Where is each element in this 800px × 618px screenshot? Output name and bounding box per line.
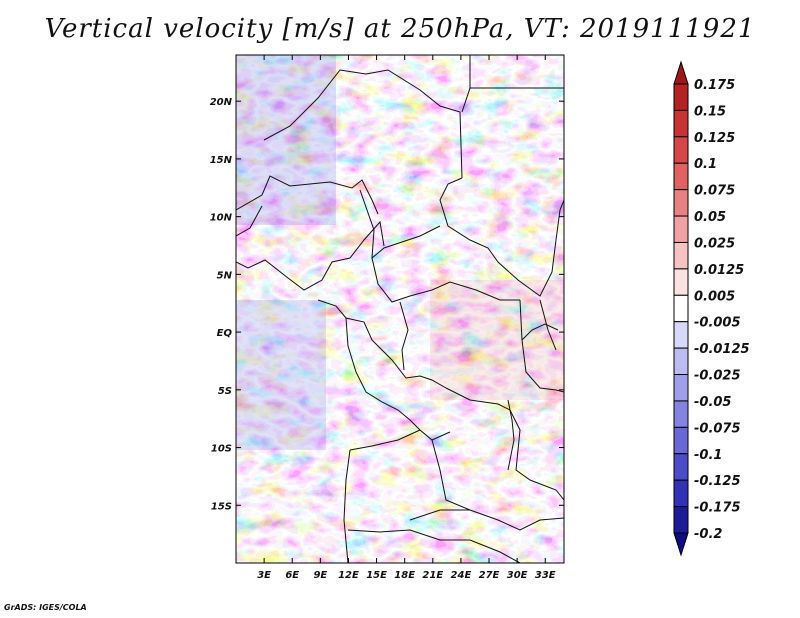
colorbar-segment xyxy=(673,374,689,402)
lon-tick-label: 27E xyxy=(479,570,500,581)
lat-tick-label: 10S xyxy=(211,444,232,455)
lon-tick-label: 3E xyxy=(257,570,271,581)
lat-tick-label: 15S xyxy=(211,501,232,512)
latitude-axis: 20N 15N 10N 5N EQ 5S 10S 15S xyxy=(210,97,564,512)
colorbar-label: -0.175 xyxy=(694,501,741,516)
colorbar-segment xyxy=(673,400,689,428)
lon-tick-label: 12E xyxy=(338,570,359,581)
lat-tick-label: EQ xyxy=(217,328,233,339)
colorbar-segment xyxy=(673,321,689,349)
colorbar-label: -0.2 xyxy=(694,527,722,542)
colorbar-top-arrow xyxy=(673,60,689,85)
colorbar-segment xyxy=(673,268,689,296)
colorbar-segment xyxy=(673,189,689,217)
colorbar-label: 0.075 xyxy=(694,184,735,199)
lon-tick-label: 24E xyxy=(451,570,472,581)
colorbar-label: -0.1 xyxy=(694,448,722,463)
colorbar-segment xyxy=(673,479,689,508)
colorbar-segment xyxy=(673,453,689,481)
lat-tick-label: 20N xyxy=(210,97,233,108)
colorbar-segment xyxy=(673,294,689,323)
colorbar-label: 0.15 xyxy=(694,104,726,119)
colorbar-label: -0.075 xyxy=(694,421,741,436)
colorbar-label: 0.175 xyxy=(694,78,735,93)
colorbar-label: 0.125 xyxy=(694,131,735,146)
colorbar-segment xyxy=(673,83,689,111)
colorbar-label: 0.025 xyxy=(694,236,735,251)
colorbar-segment xyxy=(673,162,689,191)
colorbar-segment xyxy=(673,215,689,243)
colorbar-label: 0.005 xyxy=(694,289,735,304)
colorbar-segment xyxy=(673,426,689,455)
lon-tick-label: 15E xyxy=(366,570,387,581)
colorbar-label: 0.05 xyxy=(694,210,726,225)
colorbar-label: -0.005 xyxy=(694,316,741,331)
lat-tick-label: 5S xyxy=(218,386,232,397)
lon-tick-label: 18E xyxy=(394,570,415,581)
colorbar-label: -0.125 xyxy=(694,474,741,489)
colorbar-label: 0.0125 xyxy=(694,263,744,278)
colorbar-segment xyxy=(673,506,689,534)
colorbar-bottom-arrow xyxy=(673,532,689,557)
lon-tick-label: 6E xyxy=(285,570,299,581)
map-frame xyxy=(235,54,565,564)
lat-tick-label: 10N xyxy=(210,213,233,224)
colorbar-label: -0.025 xyxy=(694,369,741,384)
colorbar-segment xyxy=(673,136,689,164)
colorbar: 0.175 0.15 0.125 0.1 0.075 0.05 0.025 0.0125 0.0… xyxy=(673,60,750,557)
plot-title: Vertical velocity [m/s] at 250hPa, VT: 2… xyxy=(44,14,756,44)
country-borders xyxy=(236,55,564,563)
velocity-field xyxy=(236,55,564,563)
colorbar-segment xyxy=(673,109,689,138)
colorbar-label: -0.05 xyxy=(694,395,731,410)
grads-credit: GrADS: IGES/COLA xyxy=(4,603,87,612)
lat-tick-label: 5N xyxy=(217,270,233,281)
lon-tick-label: 33E xyxy=(535,570,556,581)
longitude-axis: 3E 6E 9E 12E 15E 18E 21E 24E 27E 30E 33E xyxy=(257,55,556,581)
colorbar-label: -0.0125 xyxy=(694,342,750,357)
lon-tick-label: 21E xyxy=(422,570,443,581)
colorbar-label: 0.1 xyxy=(694,157,717,172)
lon-tick-label: 30E xyxy=(507,570,528,581)
colorbar-segment xyxy=(673,347,689,376)
lat-tick-label: 15N xyxy=(210,155,233,166)
lon-tick-label: 9E xyxy=(313,570,327,581)
colorbar-segment xyxy=(673,241,689,270)
